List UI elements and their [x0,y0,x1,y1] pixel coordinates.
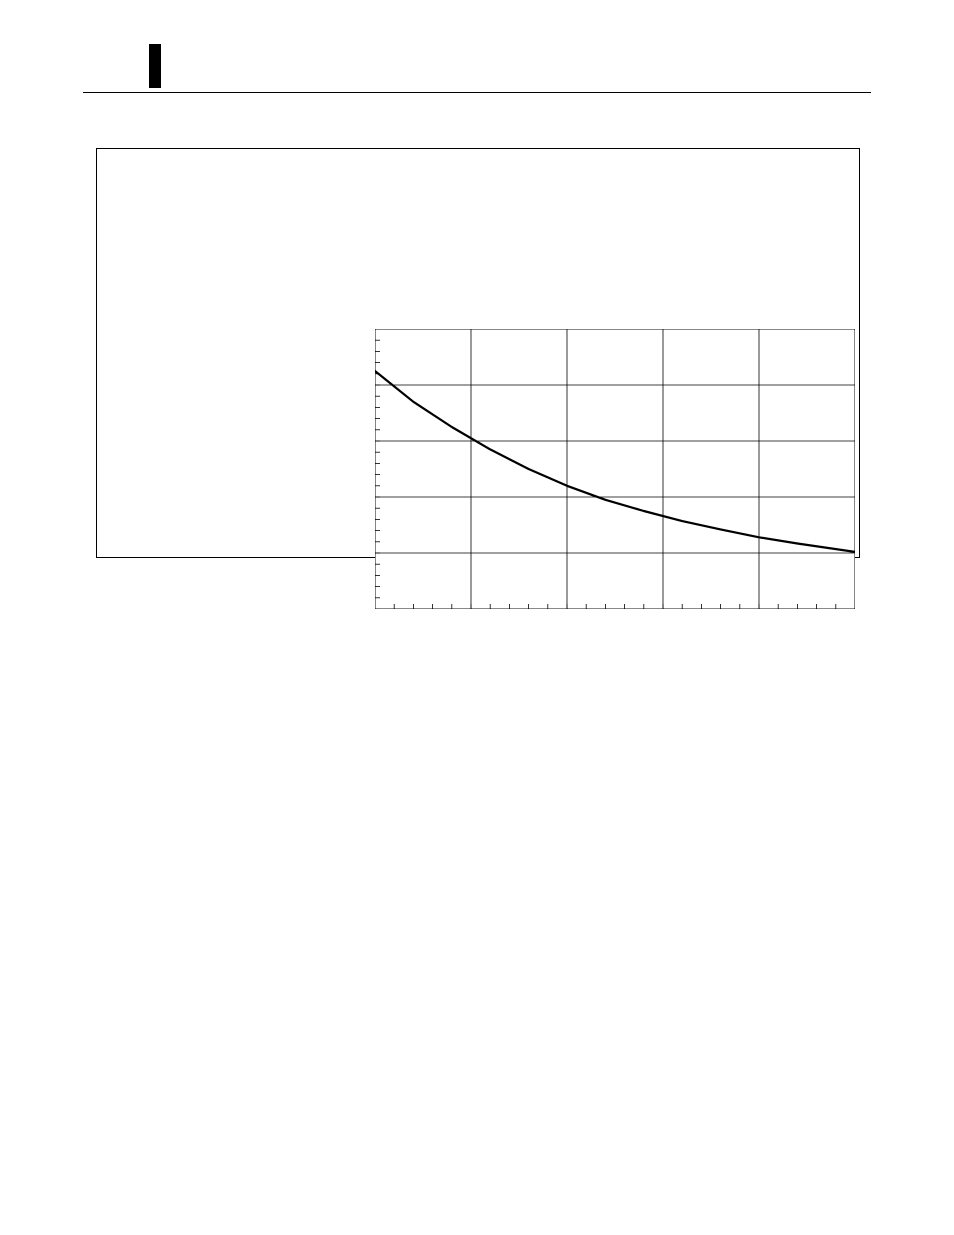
header-rule [83,92,871,93]
derating-chart [375,329,855,609]
page [0,0,954,1235]
figure-box [96,148,860,558]
header-mark [149,44,161,88]
